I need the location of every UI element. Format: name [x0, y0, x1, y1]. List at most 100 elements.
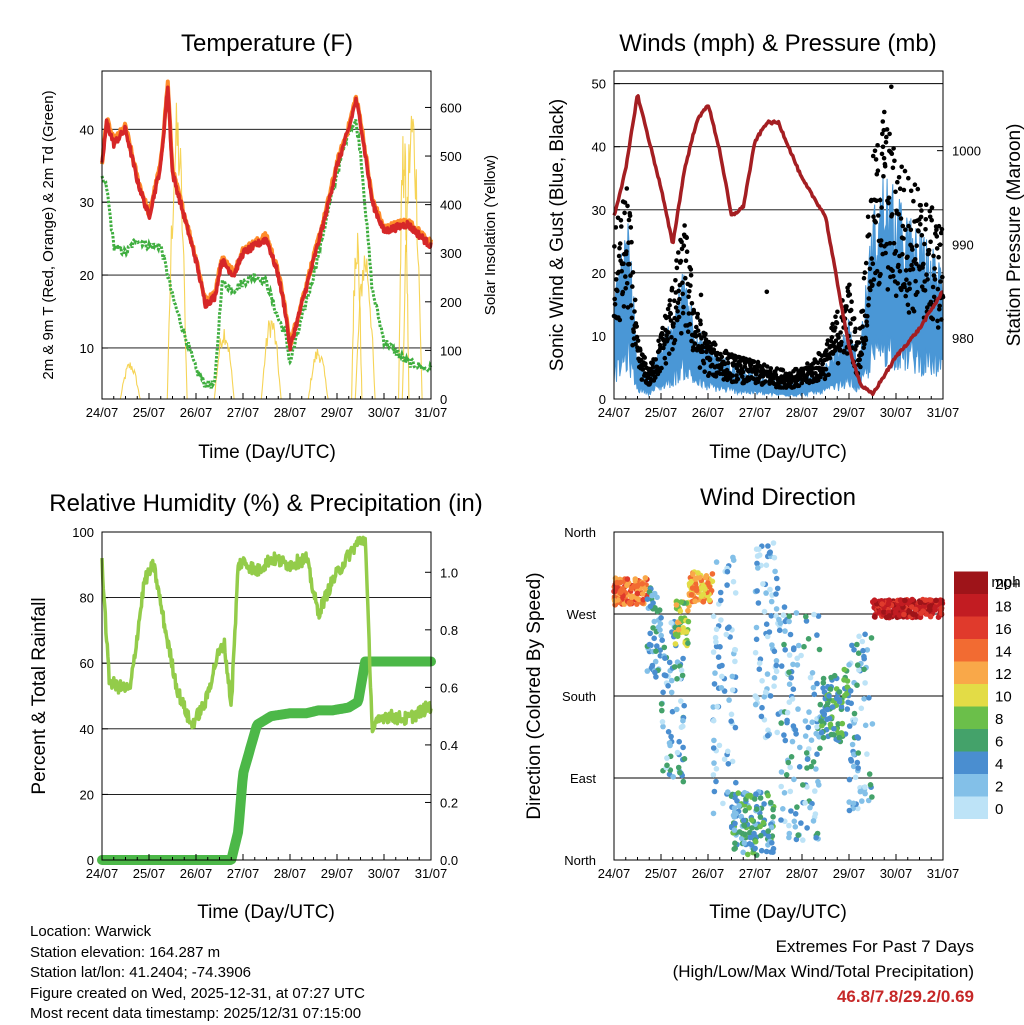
direction-point [731, 805, 738, 811]
temp-xtick-label: 25/07 [133, 405, 166, 420]
direction-point [757, 823, 763, 830]
wind-direction-panel: Wind Direction Time (Day/UTC) Direction … [524, 484, 1021, 923]
direction-point [709, 571, 716, 577]
gust-point [913, 278, 918, 284]
gust-point [730, 373, 735, 378]
direction-point [713, 639, 719, 645]
direction-point [907, 598, 913, 604]
gust-point [834, 320, 840, 326]
gust-point [617, 241, 623, 246]
gust-point [938, 230, 944, 236]
latlon-text: Station lat/lon: 41.2404; -74.3906 [30, 964, 252, 981]
direction-point [818, 718, 824, 724]
gust-point [735, 376, 741, 382]
direction-point [778, 817, 784, 823]
gust-point [662, 342, 667, 347]
direction-point [752, 838, 759, 845]
direction-point [729, 673, 736, 680]
direction-point [678, 615, 684, 622]
direction-point [927, 613, 934, 620]
direction-point [665, 729, 672, 735]
direction-point [732, 820, 738, 827]
direction-point [762, 689, 769, 695]
direction-point [631, 583, 637, 590]
gust-point [675, 300, 681, 306]
gust-point [706, 339, 712, 345]
gust-point [900, 252, 905, 257]
recent-text: Most recent data timestamp: 2025/12/31 0… [30, 1005, 362, 1022]
direction-point [711, 788, 718, 795]
direction-point [758, 832, 764, 839]
gust-point [676, 314, 682, 320]
temp-xtick-label: 31/07 [415, 405, 448, 420]
direction-point [745, 851, 751, 858]
wind-xtick-label: 26/07 [692, 405, 725, 420]
direction-point [657, 621, 664, 627]
gust-point [678, 258, 684, 264]
gust-point [908, 188, 914, 194]
direction-point [653, 648, 659, 654]
direction-point [756, 546, 762, 552]
gust-point [820, 361, 825, 366]
temperature-title: Temperature (F) [181, 30, 353, 57]
gust-point [844, 351, 850, 356]
gust-point [693, 334, 699, 339]
direction-point [717, 589, 724, 596]
direction-point [773, 606, 780, 612]
rh-ytick-label: 100 [72, 525, 94, 540]
gust-point [629, 315, 635, 321]
colorbar-label: 2 [995, 778, 1003, 795]
direction-point [765, 543, 771, 549]
direction-point [770, 540, 777, 546]
gust-point [877, 197, 883, 203]
direction-point [649, 662, 656, 669]
gust-point [680, 310, 686, 316]
gust-point [625, 305, 631, 310]
direction-point [917, 599, 924, 606]
direction-point [634, 590, 641, 597]
gust-point [677, 296, 682, 302]
direction-point [676, 738, 682, 745]
gust-point [669, 335, 674, 340]
gust-point [915, 289, 920, 295]
wind-ytick-label: 20 [592, 266, 606, 281]
gust-point [628, 303, 634, 308]
direction-point [728, 711, 735, 718]
direction-ytick-label: South [562, 689, 596, 704]
gust-point [689, 338, 694, 344]
gust-point [832, 325, 838, 330]
direction-point [644, 668, 651, 674]
gust-point [936, 223, 942, 229]
direction-point [756, 660, 763, 666]
gust-point [719, 354, 725, 360]
direction-point [786, 618, 792, 625]
direction-point [886, 613, 893, 619]
gust-point [796, 383, 802, 389]
gust-point [824, 341, 830, 347]
solar-insolation-curve [354, 255, 376, 400]
gust-point [675, 309, 680, 314]
gust-point [881, 155, 887, 161]
direction-point [754, 588, 760, 594]
gust-point [633, 341, 638, 347]
direction-point [665, 683, 671, 689]
gust-point [676, 288, 681, 294]
gust-point [937, 242, 943, 247]
direction-point [674, 659, 681, 665]
gust-point [866, 232, 872, 237]
gust-point [897, 186, 903, 191]
gust-point [909, 262, 914, 268]
direction-point [768, 799, 774, 806]
gust-point [676, 250, 681, 255]
direction-point [846, 662, 852, 668]
extremes-subheading: (High/Low/Max Wind/Total Precipitation) [672, 962, 974, 981]
gust-point [870, 282, 875, 288]
gust-point [824, 348, 829, 353]
direction-ytick-label: East [570, 771, 596, 786]
direction-point [706, 597, 713, 603]
direction-point [789, 738, 796, 745]
gust-point [818, 374, 823, 380]
location-text: Location: Warwick [30, 923, 152, 940]
gust-point [935, 325, 941, 330]
direction-point [773, 662, 780, 669]
